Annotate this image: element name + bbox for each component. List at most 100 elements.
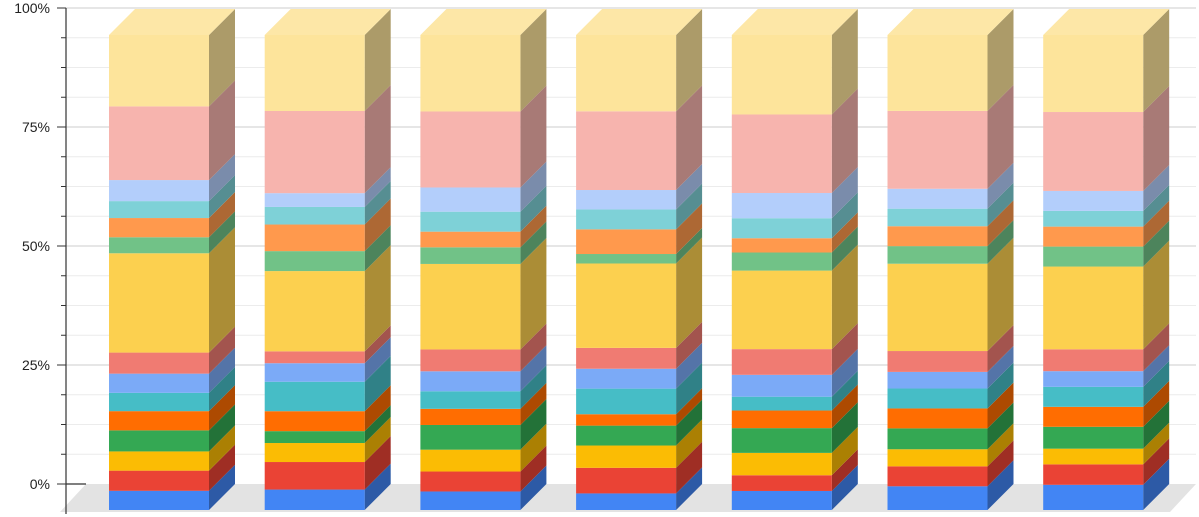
bar-segment (264, 193, 365, 207)
bar-segment (109, 392, 209, 412)
bar-segment (1043, 484, 1144, 510)
bar-segment-side (364, 245, 391, 352)
bar-segment (264, 251, 365, 272)
bar-segment-side (831, 226, 858, 271)
bar-segment (420, 471, 521, 492)
bar-segment-side (676, 237, 703, 348)
bar-segment (887, 188, 988, 209)
bar-segment (576, 347, 677, 369)
bar-segment-side (520, 237, 547, 350)
bar-segment-side (209, 404, 235, 452)
bar-segment-side (520, 161, 547, 212)
bar-segment (731, 452, 832, 476)
bar-segment (731, 218, 832, 239)
bar-segment (731, 238, 832, 253)
bar-segment (576, 414, 677, 426)
bar-segment (264, 443, 365, 463)
bar-segment-side (209, 366, 235, 412)
bar-segment-side (987, 423, 1014, 467)
bar-segment (420, 424, 521, 450)
bar-segment-side (676, 85, 703, 191)
bar-segment-side (987, 460, 1014, 510)
y-tick-label: 100% (14, 0, 50, 16)
bar-segment-side (520, 445, 547, 492)
bar-segment (1043, 190, 1144, 211)
bar-segment (420, 231, 521, 248)
bar-segment-side (987, 200, 1014, 247)
bar-segment (731, 475, 832, 491)
bar-segment (887, 408, 988, 429)
bar-segment (887, 263, 988, 352)
bar-segment-side (676, 164, 703, 210)
bar-segment (420, 211, 521, 232)
bar-segment (887, 246, 988, 264)
bar-segment-side (209, 80, 235, 181)
bar-segment (731, 270, 832, 350)
bar-segment (109, 451, 209, 471)
bar-segment-side (1143, 86, 1170, 191)
bar-segment (576, 368, 677, 389)
bar-segment (576, 467, 677, 494)
bar-top-face (887, 9, 1014, 35)
bar-segment (1043, 35, 1144, 113)
bar-segment (420, 111, 521, 188)
bar-segment-side (1143, 422, 1170, 465)
bar-segment-side (520, 423, 547, 472)
bar-segment-side (987, 162, 1014, 209)
bar-segment-side (520, 85, 547, 188)
bar-segment (420, 408, 521, 425)
bar-segment (264, 462, 365, 490)
bar-segment (576, 425, 677, 446)
bar-segment (731, 374, 832, 397)
bar-segment-side (676, 228, 703, 264)
bar-segment (1043, 406, 1144, 427)
bar-segment-side (676, 183, 703, 230)
bar-segment-side (520, 345, 547, 392)
bar-segment-side (676, 388, 703, 426)
bar-segment-side (831, 464, 858, 510)
bar-segment (420, 449, 521, 472)
bar-segment-side (520, 398, 547, 450)
bar-segment-side (1143, 458, 1170, 510)
bar-segment (109, 201, 209, 219)
bar-segment-side (831, 9, 858, 115)
bar-segment (887, 388, 988, 409)
bar-segment-side (831, 244, 858, 350)
bar-segment-side (364, 225, 391, 272)
bar-segment (887, 35, 988, 111)
bar-segment-side (209, 211, 235, 254)
bar-segment (576, 111, 677, 191)
bar-segment (1043, 448, 1144, 465)
bar-segment (731, 410, 832, 429)
bar-segment (576, 493, 677, 510)
bar-segment (731, 114, 832, 194)
bar-segment-side (1143, 200, 1170, 247)
bar-segment-side (209, 444, 235, 491)
bar-segment (109, 430, 209, 452)
bar-segment (731, 349, 832, 375)
bar-segment (264, 381, 365, 412)
bar-segment (1043, 246, 1144, 267)
bar-segment-side (987, 237, 1014, 352)
bar-segment-side (520, 185, 547, 232)
bar-segment (264, 111, 365, 194)
bar-segment-side (987, 440, 1014, 487)
bar-segment (109, 218, 209, 238)
bar-segment-side (831, 88, 858, 194)
bar-segment (1043, 266, 1144, 350)
bar-segment-side (831, 384, 858, 429)
bar-segment-side (831, 449, 858, 491)
bar-segment (1043, 371, 1144, 387)
bar-segment (1043, 226, 1144, 247)
bar-segment (420, 35, 521, 112)
bar-segment (109, 490, 209, 510)
bar-segment-side (520, 9, 547, 112)
bar-segment-side (209, 347, 235, 393)
bar-segment-side (831, 192, 858, 239)
bar-segment (576, 254, 677, 264)
bar-segment-side (1143, 400, 1170, 449)
bar-segment-side (364, 167, 391, 207)
bar-segment (731, 252, 832, 271)
bar-segment-side (987, 325, 1014, 372)
bar-top-face (731, 9, 858, 35)
